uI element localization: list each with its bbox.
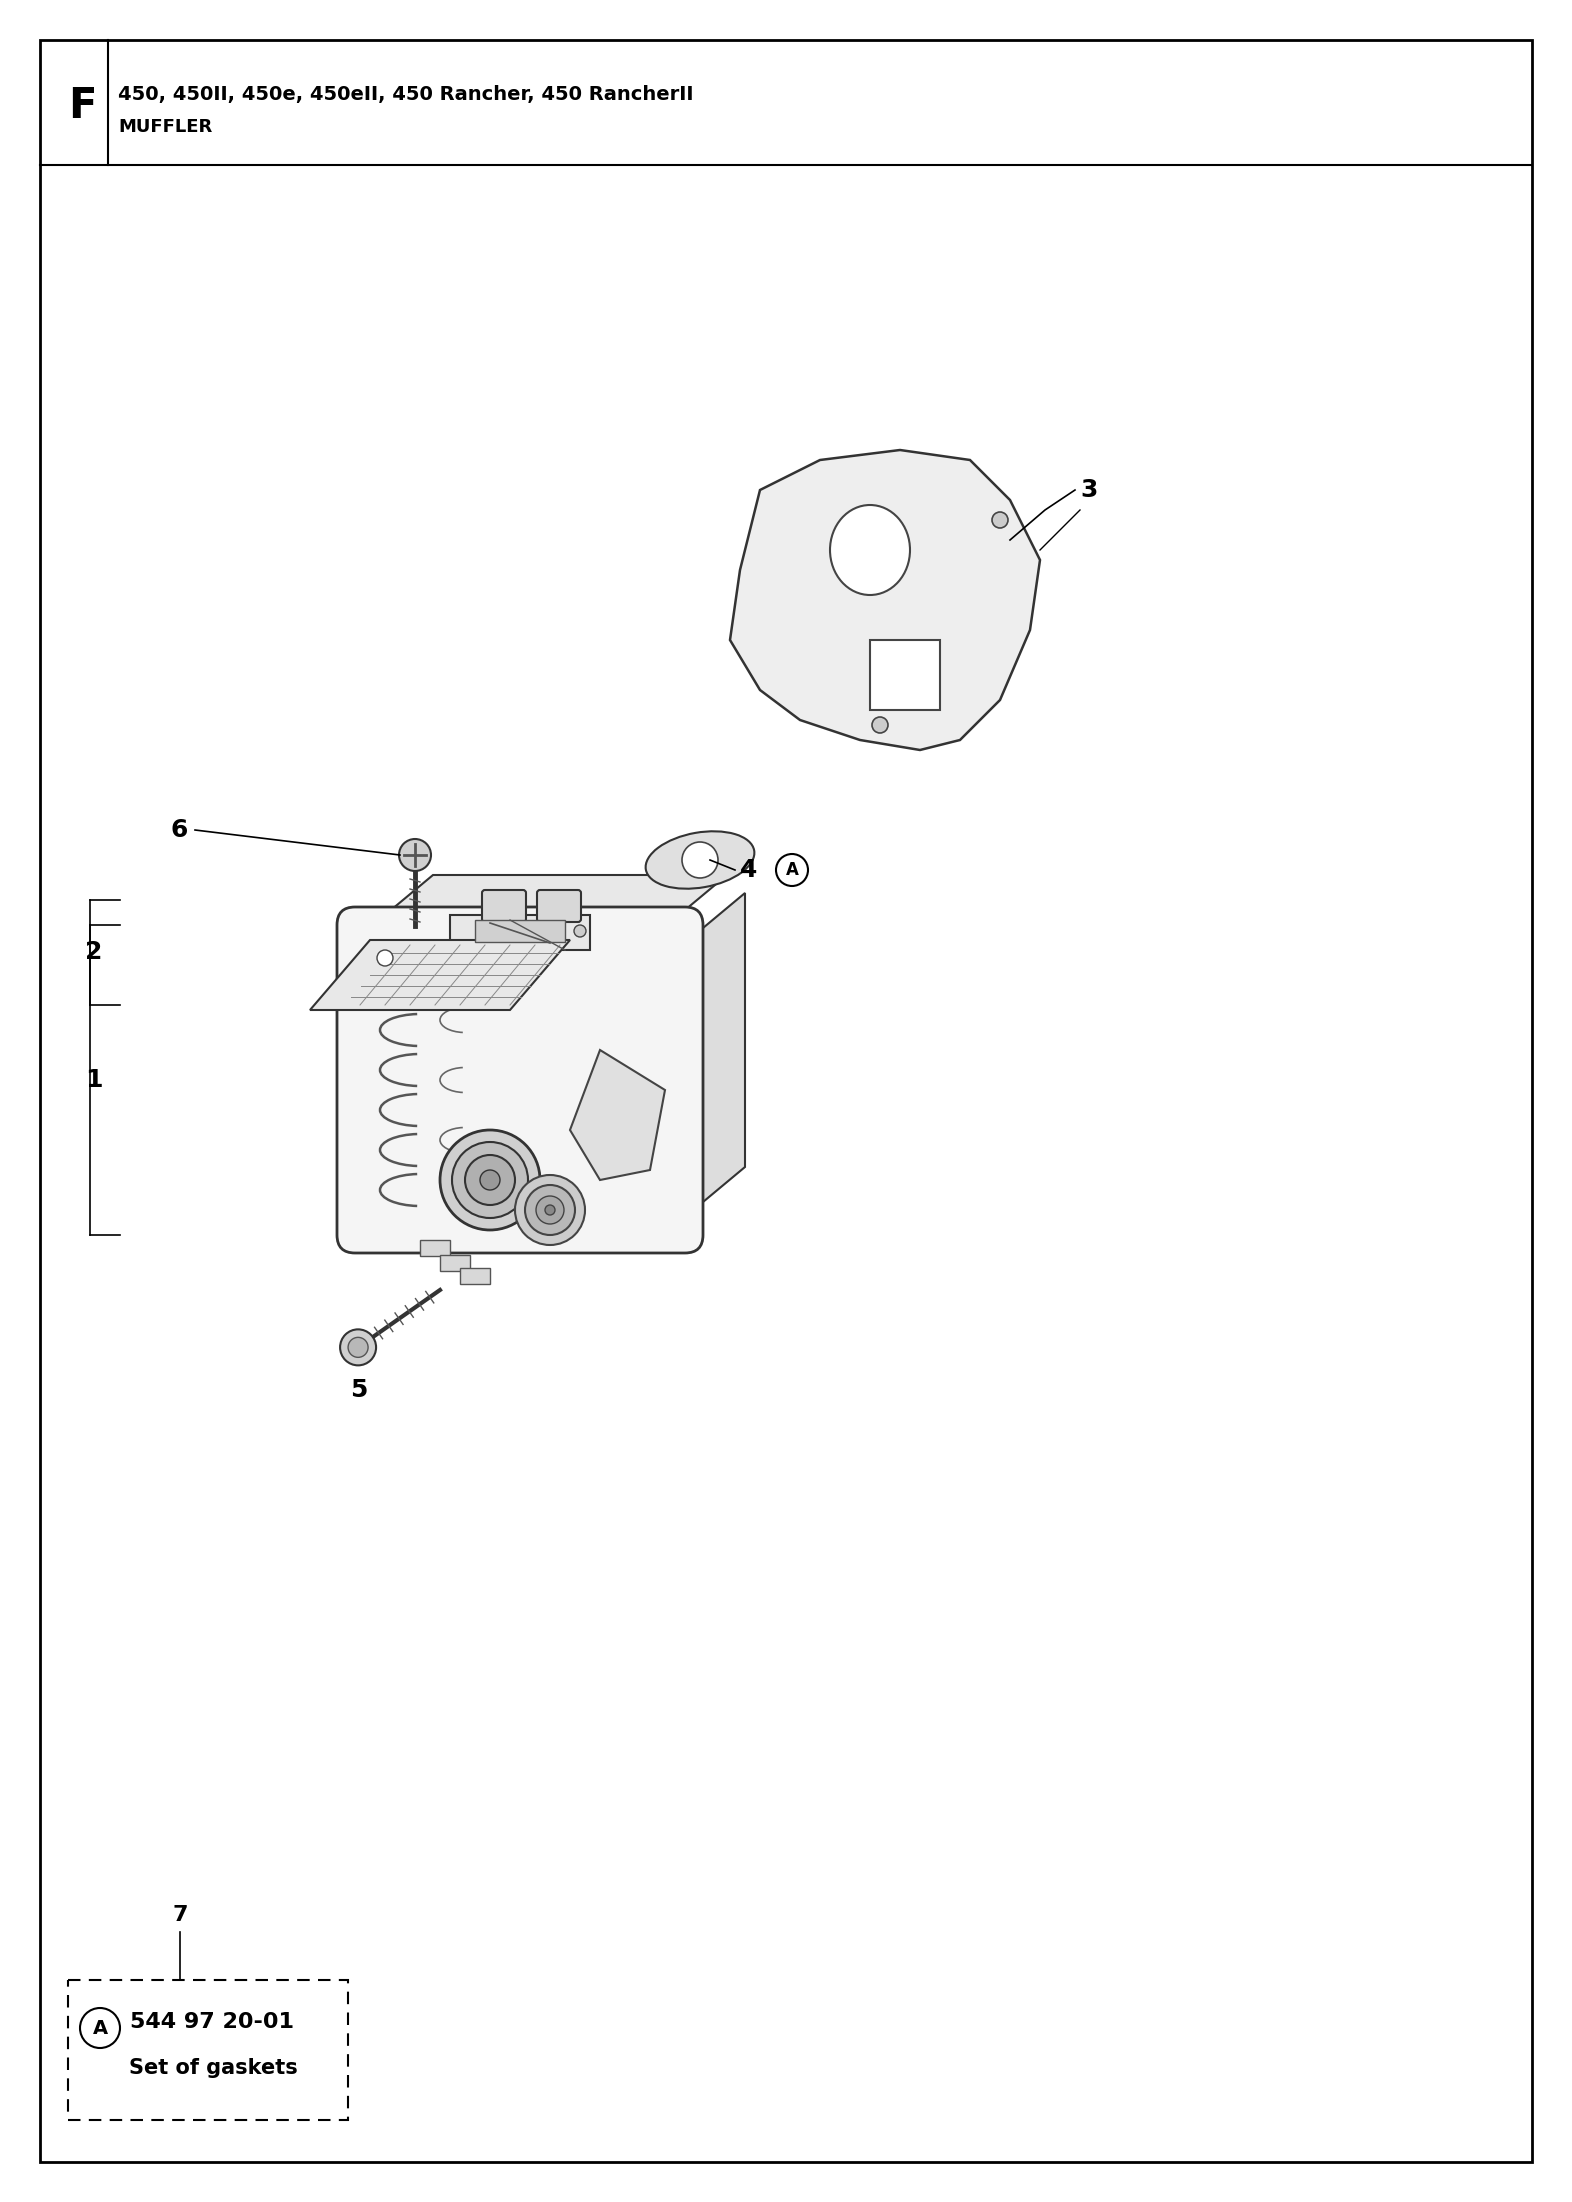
Circle shape [479, 1169, 500, 1189]
Text: 5: 5 [351, 1378, 368, 1403]
FancyBboxPatch shape [336, 907, 703, 1253]
Circle shape [80, 2008, 119, 2048]
Polygon shape [571, 1050, 665, 1180]
Ellipse shape [830, 504, 910, 595]
Ellipse shape [646, 832, 755, 890]
Polygon shape [373, 874, 726, 925]
Text: MUFFLER: MUFFLER [118, 119, 212, 137]
Text: Set of gaskets: Set of gaskets [129, 2059, 297, 2079]
Polygon shape [440, 1255, 470, 1271]
Circle shape [465, 1156, 516, 1204]
Polygon shape [420, 1240, 450, 1255]
Circle shape [682, 841, 718, 879]
FancyBboxPatch shape [538, 890, 582, 923]
Text: 3: 3 [1080, 478, 1097, 502]
Bar [475, 920, 564, 942]
Text: 6: 6 [170, 817, 187, 841]
Circle shape [340, 1330, 376, 1365]
Polygon shape [729, 449, 1041, 751]
Circle shape [872, 718, 888, 733]
Polygon shape [461, 1268, 490, 1284]
Bar [450, 916, 590, 949]
Circle shape [536, 1196, 564, 1224]
Text: A: A [93, 2019, 107, 2037]
Circle shape [516, 1176, 585, 1244]
Text: 544 97 20-01: 544 97 20-01 [130, 2013, 294, 2032]
Text: 7: 7 [173, 1905, 187, 1925]
FancyBboxPatch shape [483, 890, 527, 923]
Text: 450, 450II, 450e, 450eII, 450 Rancher, 450 RancherII: 450, 450II, 450e, 450eII, 450 Rancher, 4… [118, 86, 693, 103]
Polygon shape [310, 940, 571, 1011]
Polygon shape [685, 894, 745, 1218]
Text: F: F [68, 86, 96, 128]
Text: 4: 4 [740, 859, 758, 883]
Circle shape [574, 925, 586, 938]
Circle shape [777, 854, 808, 885]
Circle shape [377, 949, 393, 967]
Circle shape [992, 513, 1008, 528]
Polygon shape [869, 641, 940, 709]
Circle shape [453, 1143, 528, 1218]
Circle shape [525, 1185, 575, 1235]
Circle shape [545, 1204, 555, 1216]
Circle shape [399, 839, 431, 872]
Bar [68, 1980, 347, 2121]
Text: 1: 1 [85, 1068, 102, 1092]
Circle shape [440, 1130, 541, 1231]
Circle shape [347, 1337, 368, 1356]
Text: A: A [786, 861, 799, 879]
Text: 2: 2 [85, 940, 102, 964]
